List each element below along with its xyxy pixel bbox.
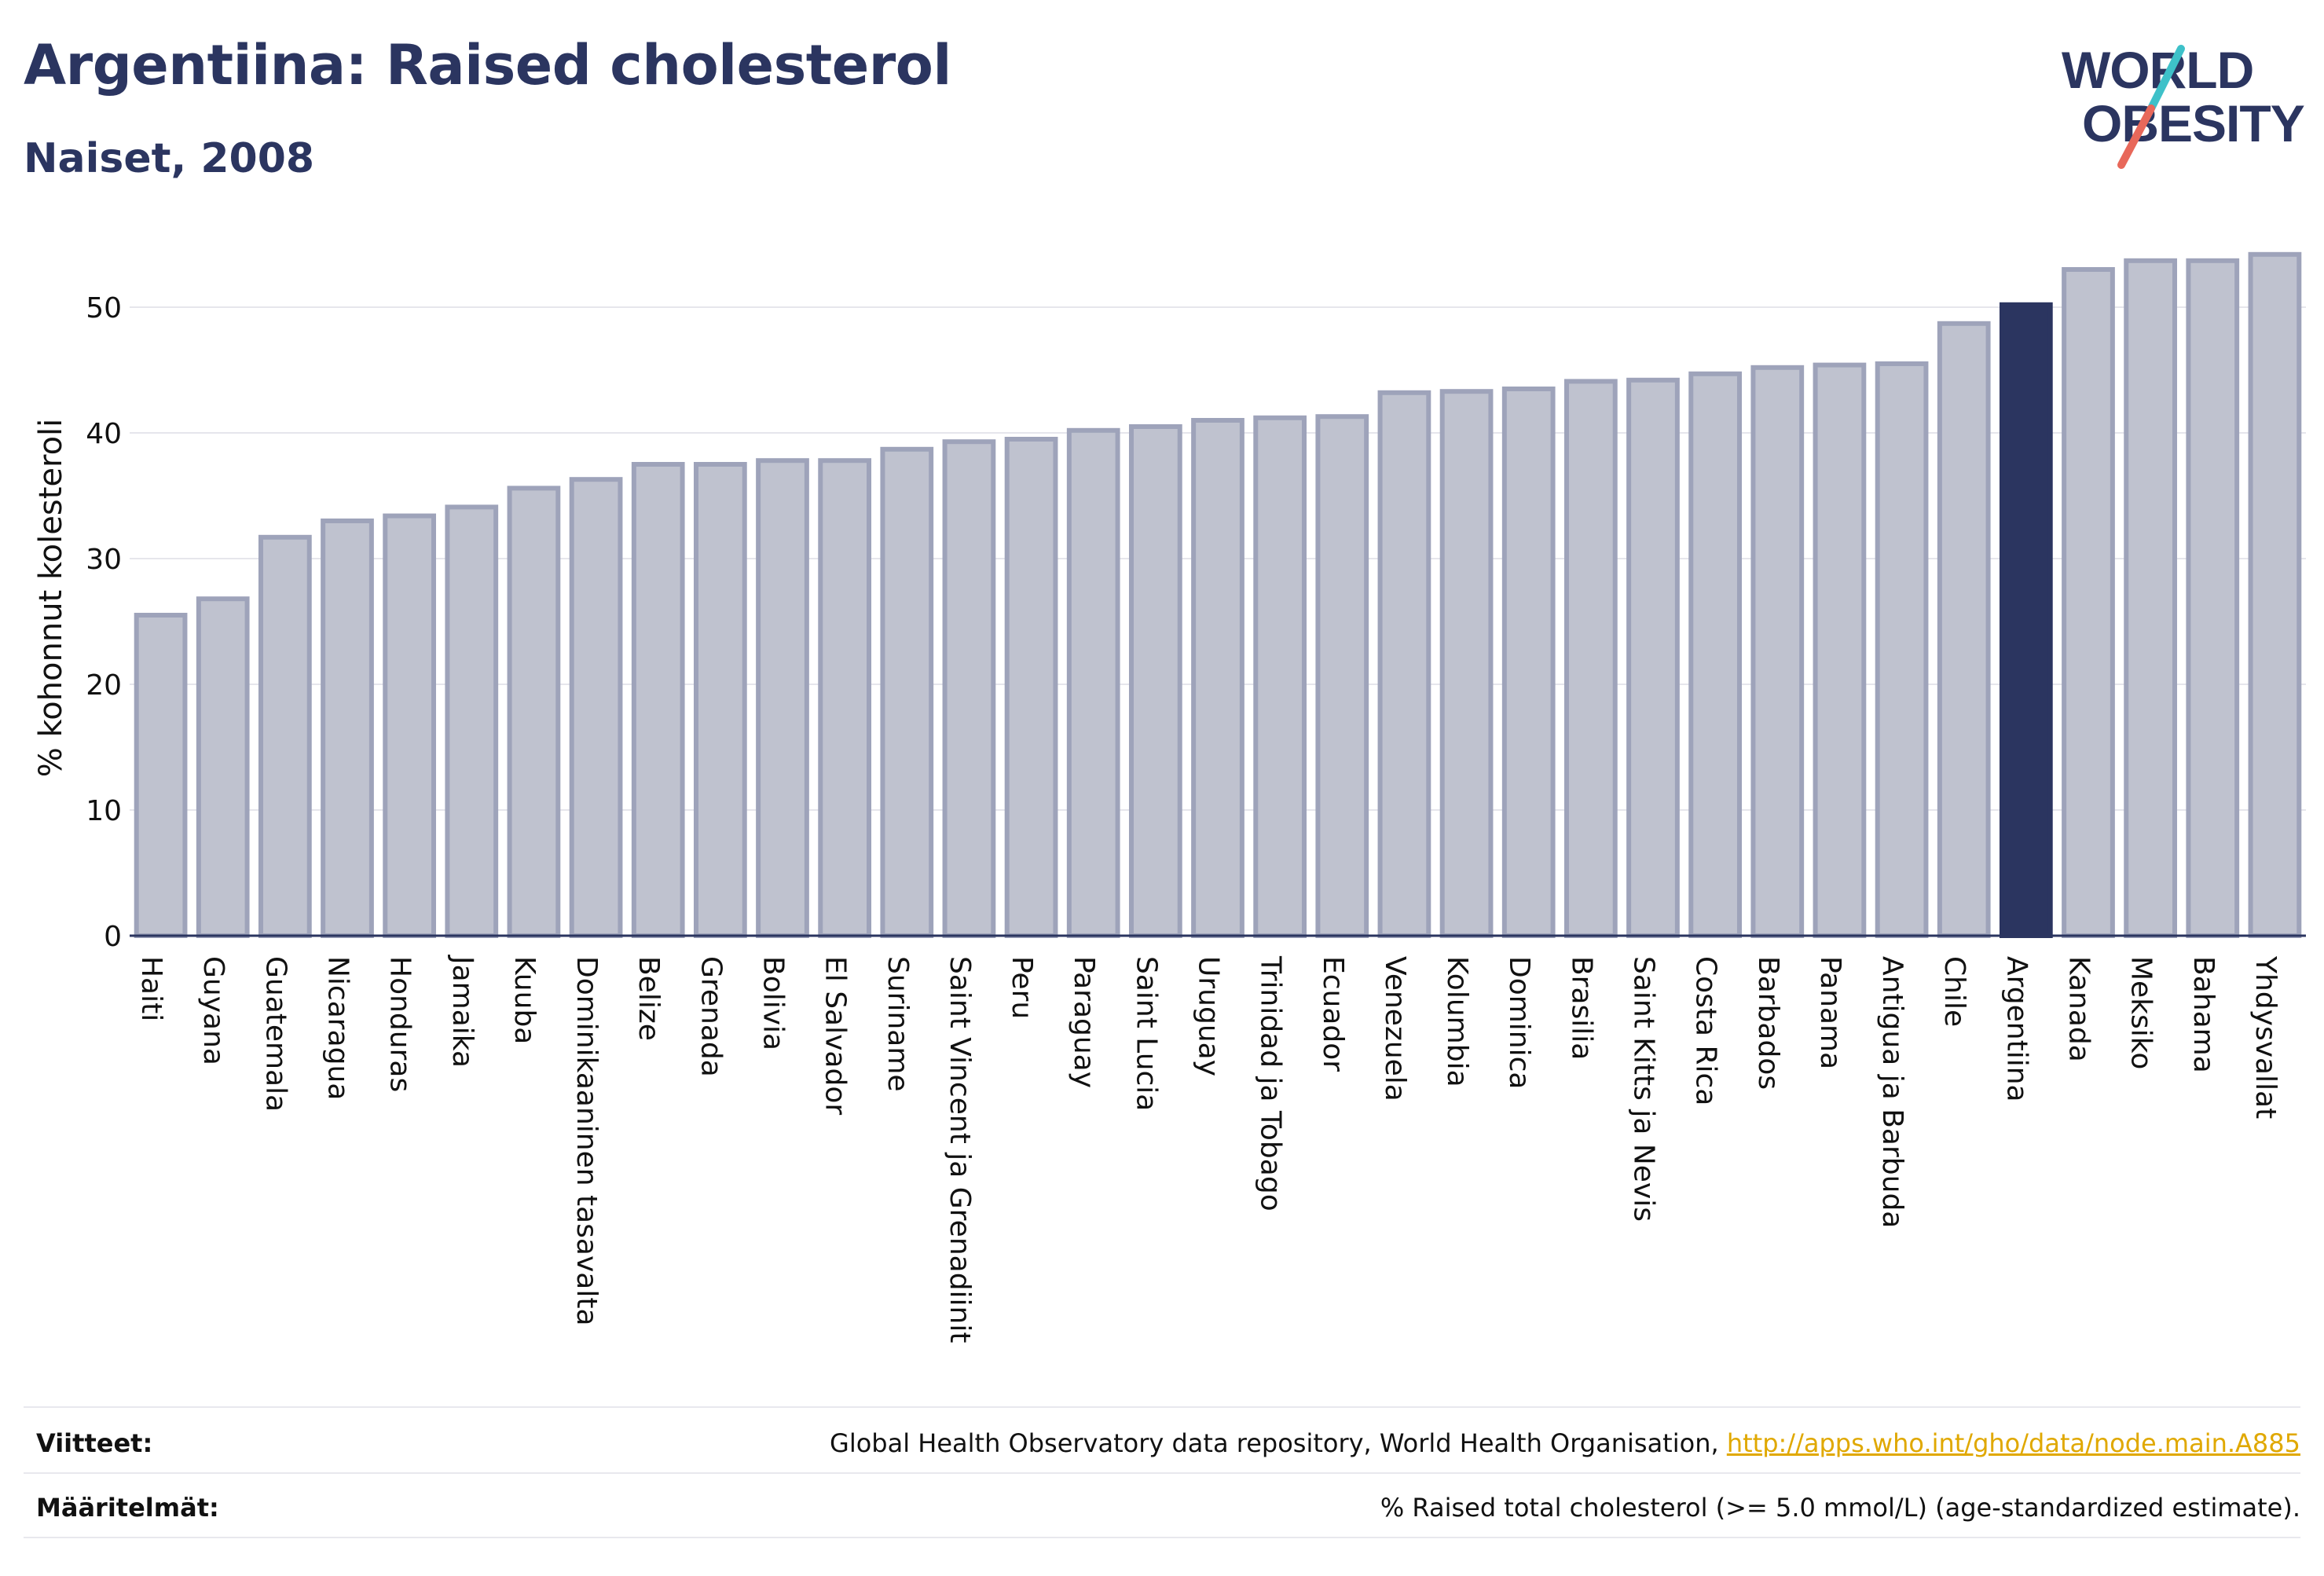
- y-tick-labels: 0 10 20 30 40 50: [86, 292, 122, 953]
- x-tick-label: Barbados: [1752, 956, 1784, 1090]
- bar: [693, 462, 747, 938]
- x-tick-label: Argentiina: [2000, 956, 2033, 1102]
- x-tick-label: Yhdysvallat: [2249, 955, 2282, 1119]
- x-tick-label: Belize: [632, 956, 665, 1041]
- bar: [2124, 258, 2178, 938]
- bar: [1128, 424, 1182, 938]
- bar: [1066, 427, 1120, 938]
- logo-slash-bottom: [2117, 104, 2155, 169]
- x-tick-label: Dominikaaninen tasavalta: [570, 956, 603, 1326]
- references-label: Viitteet:: [36, 1428, 153, 1458]
- bar: [1191, 418, 1244, 938]
- bar: [1501, 387, 1556, 938]
- bar: [1439, 389, 1494, 938]
- x-tick-label: Grenada: [695, 956, 727, 1077]
- bar: [1315, 414, 1369, 938]
- references-link[interactable]: http://apps.who.int/gho/data/node.main.A…: [1726, 1428, 2300, 1458]
- x-tick-label: Brasilia: [1565, 956, 1597, 1060]
- y-tick-label: 40: [86, 418, 122, 450]
- x-tick-label: Haiti: [135, 956, 167, 1021]
- x-tick-label: Kolumbia: [1441, 956, 1473, 1087]
- bar: [445, 504, 499, 938]
- x-tick-label: Jamaika: [446, 955, 478, 1068]
- bar: [258, 534, 312, 938]
- y-tick-label: 50: [86, 292, 122, 324]
- bar: [1999, 302, 2053, 938]
- bar: [321, 519, 374, 938]
- x-tick-label: Dominica: [1503, 956, 1535, 1090]
- y-tick-label: 10: [86, 795, 122, 827]
- bar: [1626, 377, 1680, 938]
- bar: [196, 596, 250, 938]
- bar: [1688, 371, 1743, 938]
- world-obesity-logo: WORLD OBESITY: [2062, 41, 2305, 169]
- x-tick-label: Venezuela: [1379, 956, 1411, 1101]
- x-tick-label: Peru: [1006, 956, 1038, 1019]
- bar: [818, 458, 872, 938]
- x-tick-label: Paraguay: [1068, 956, 1100, 1088]
- y-tick-label: 30: [86, 544, 122, 576]
- bar: [383, 513, 437, 938]
- x-tick-label: Honduras: [384, 956, 416, 1092]
- x-tick-label: Guatemala: [259, 956, 291, 1112]
- footer-divider-top: [24, 1406, 2300, 1408]
- logo-line2: OBESITY: [2082, 94, 2304, 152]
- x-tick-label: Suriname: [882, 956, 914, 1092]
- x-tick-label: Saint Kitts ja Nevis: [1628, 956, 1660, 1222]
- x-tick-label: Uruguay: [1193, 956, 1225, 1076]
- logo-slash-top: [2147, 45, 2185, 112]
- footer-divider-middle: [24, 1472, 2300, 1474]
- definitions-label: Määritelmät:: [36, 1493, 219, 1523]
- bar: [1813, 362, 1867, 939]
- bar-chart: 0 10 20 30 40 50 Haiti Guyana Guatemala Nicaragu…: [33, 251, 2306, 1343]
- bar: [134, 613, 188, 938]
- references-text: Global Health Observatory data repositor…: [830, 1428, 2300, 1458]
- x-tick-label: Antigua ja Barbuda: [1876, 956, 1908, 1228]
- x-tick-label: Bolivia: [757, 956, 790, 1050]
- bar: [2062, 267, 2115, 938]
- bar: [2248, 251, 2302, 938]
- x-tick-label: Saint Vincent ja Grenadiinit: [944, 956, 976, 1343]
- bar: [631, 462, 685, 938]
- bar: [569, 477, 623, 938]
- chart-subtitle: Naiset, 2008: [24, 135, 315, 182]
- bar: [942, 439, 996, 938]
- x-tick-label: Kanada: [2063, 956, 2095, 1062]
- y-tick-label: 0: [104, 921, 122, 953]
- x-tick-label: El Salvador: [819, 956, 852, 1115]
- bar: [507, 486, 561, 938]
- x-tick-label: Guyana: [197, 956, 229, 1065]
- x-tick-label: Ecuador: [1317, 956, 1349, 1072]
- y-tick-label: 20: [86, 669, 122, 702]
- x-tick-label: Bahama: [2187, 956, 2220, 1073]
- bar: [1377, 390, 1431, 938]
- bar: [1004, 437, 1058, 938]
- bar: [2186, 258, 2240, 938]
- x-tick-label: Meksiko: [2125, 956, 2157, 1069]
- bar: [1875, 361, 1929, 938]
- x-tick-label: Saint Lucia: [1130, 956, 1162, 1111]
- bar: [880, 446, 934, 938]
- chart-title: Argentiina: Raised cholesterol: [24, 33, 951, 97]
- footer-divider-bottom: [24, 1537, 2300, 1538]
- bar: [1937, 321, 1991, 938]
- y-axis-label: % kohonnut kolesteroli: [33, 419, 69, 778]
- x-tick-labels: Haiti Guyana Guatemala Nicaragua Honduras Jam…: [135, 955, 2282, 1343]
- bar: [1563, 379, 1618, 938]
- bar: [756, 458, 809, 938]
- x-tick-label: Kuuba: [508, 956, 541, 1044]
- x-tick-label: Trinidad ja Tobago: [1255, 955, 1287, 1211]
- bar: [1750, 365, 1805, 938]
- x-tick-label: Costa Rica: [1690, 956, 1722, 1105]
- bars: [134, 251, 2302, 939]
- bar: [1253, 415, 1307, 938]
- definitions-text: % Raised total cholesterol (>= 5.0 mmol/…: [1380, 1493, 2300, 1523]
- references-source: Global Health Observatory data repositor…: [830, 1428, 1727, 1458]
- x-tick-label: Panama: [1814, 956, 1846, 1069]
- x-tick-label: Chile: [1938, 956, 1970, 1027]
- x-tick-label: Nicaragua: [322, 956, 354, 1100]
